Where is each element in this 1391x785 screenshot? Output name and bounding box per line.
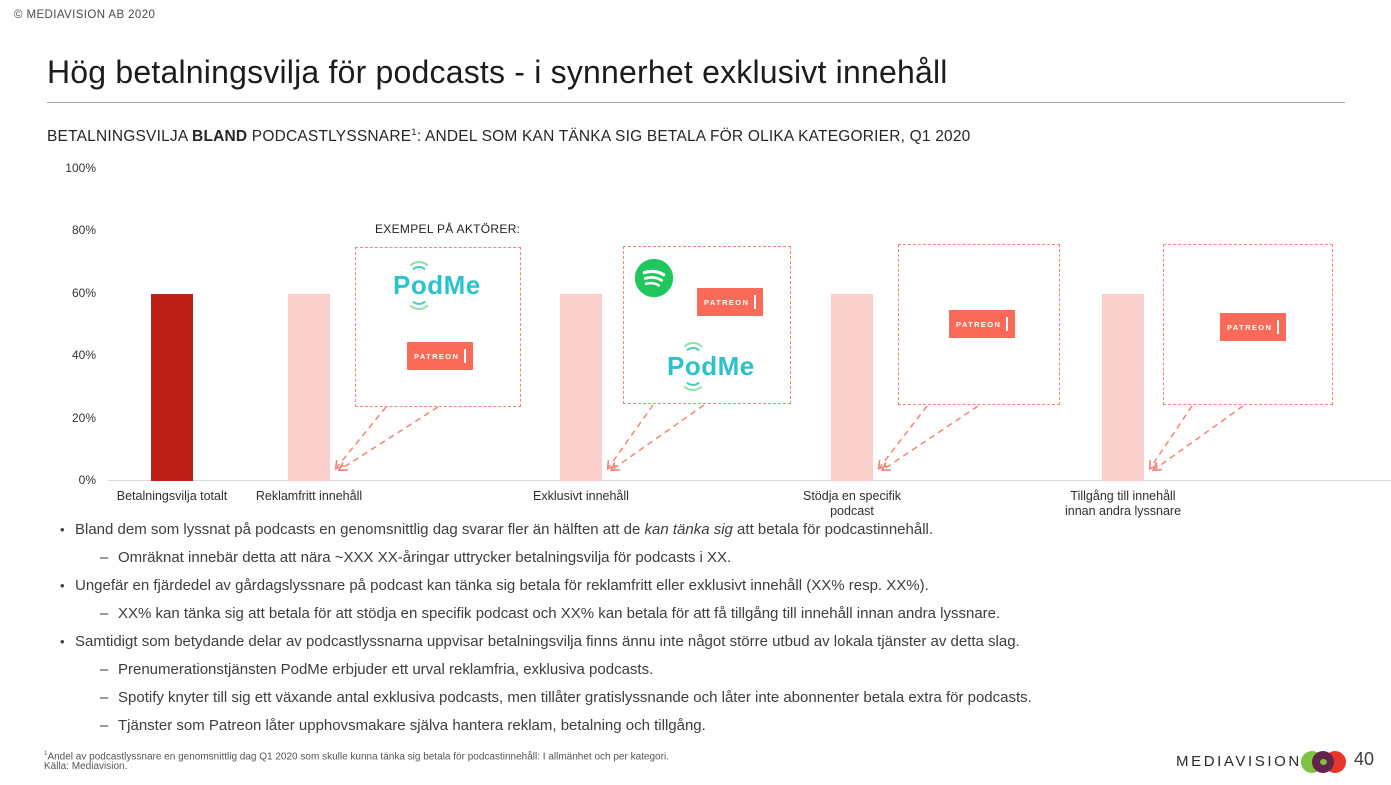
bullet-marker: – — [100, 605, 109, 622]
callout-tail-line — [880, 405, 979, 472]
callout-reklamfritt: Po dMe PATREON — [355, 247, 521, 407]
sub-bullet-item: – Spotify knyter till sig ett växande ant… — [47, 687, 1382, 708]
bullet-text: XX% kan tänka sig att betala för att stö… — [118, 605, 1001, 622]
callout-tail-line — [1151, 405, 1244, 472]
patreon-bar-icon — [464, 349, 467, 363]
podme-arc-icon — [405, 261, 433, 288]
chart-bar — [560, 293, 602, 481]
podme-arc-icon — [679, 364, 707, 391]
y-axis-tick: 20% — [71, 410, 96, 425]
chart-bar — [151, 293, 193, 481]
footnote: 1Andel av podcastlyssnare en genomsnittl… — [44, 750, 669, 763]
x-axis-category-label: Betalningsvilja totalt — [116, 489, 228, 503]
y-axis-tick: 100% — [65, 161, 96, 175]
patreon-bar-icon — [1277, 320, 1280, 334]
copyright-text: © MEDIAVISION AB 2020 — [14, 9, 156, 21]
bullet-item: • Ungefär en fjärdedel av gårdagslyssnare… — [47, 575, 1382, 596]
callout-stodja: PATREON — [898, 244, 1060, 405]
callout-tillgang: PATREON — [1163, 244, 1333, 405]
chart-bar — [1102, 293, 1144, 481]
callout-tail-line — [334, 406, 387, 470]
bullet-marker: • — [60, 522, 65, 537]
x-axis-category-label: Tillgång till innehåll innan andra lyssn… — [1064, 489, 1182, 518]
page-title: Hög betalningsvilja för podcasts - i syn… — [47, 54, 948, 90]
podme-logo: Po dMe — [393, 261, 481, 310]
bullet-text: Samtidigt som betydande delar av podcast… — [75, 633, 1020, 650]
sub-bullet-item: – Omräknat innebär detta att nära ~XXX XX… — [47, 547, 1382, 568]
y-axis-tick: 0% — [78, 473, 96, 487]
chart-bar — [288, 293, 330, 481]
bullet-text: Tjänster som Patreon låter upphovsmakare… — [118, 717, 706, 734]
x-axis-line — [108, 480, 1391, 481]
page-number: 40 — [1354, 749, 1375, 769]
bullet-text: Bland dem som lyssnat på podcasts en gen… — [75, 521, 934, 538]
bullet-marker: • — [60, 634, 65, 649]
subtitle-bold: BLAND — [192, 128, 248, 146]
patreon-bar-icon — [754, 295, 757, 309]
callout-tail-line — [1148, 405, 1193, 471]
title-divider — [47, 102, 1345, 103]
sub-bullet-item: – XX% kan tänka sig att betala för att st… — [47, 603, 1382, 624]
logo-dot-green — [1320, 759, 1327, 765]
spotify-icon — [634, 258, 674, 298]
x-axis-category-label: Exklusivt innehåll — [533, 489, 629, 503]
sub-bullet-item: – Tjänster som Patreon låter upphovsmakar… — [47, 715, 1382, 736]
x-axis-category-label: Stödja en specifik podcast — [803, 489, 901, 518]
bullet-marker: – — [100, 661, 109, 678]
bullet-marker: • — [60, 578, 65, 593]
patreon-logo: PATREON — [1220, 313, 1287, 341]
subtitle-part: BETALNINGSVILJA — [47, 128, 193, 146]
mediavision-wordmark: MEDIAVISION — [1176, 753, 1302, 770]
bullet-list: • Bland dem som lyssnat på podcasts en ge… — [47, 519, 1382, 743]
sub-bullet-item: – Prenumerationstjänsten PodMe erbjuder e… — [47, 659, 1382, 680]
podme-arc-icon — [679, 342, 707, 369]
bullet-text: Prenumerationstjänsten PodMe erbjuder et… — [118, 661, 654, 678]
patreon-bar-icon — [1006, 317, 1009, 331]
callout-exklusivt: PATREON Po dMe — [623, 246, 791, 404]
bullet-text: Omräknat innebär detta att nära ~XXX XX-… — [118, 549, 732, 566]
y-axis-tick: 80% — [71, 223, 96, 238]
patreon-logo: PATREON — [407, 342, 474, 370]
y-axis-tick: 60% — [71, 285, 96, 300]
bullet-item: • Samtidigt som betydande delar av podcas… — [47, 631, 1382, 652]
patreon-logo: PATREON — [697, 288, 764, 316]
footnote-marker: 1 — [411, 127, 417, 138]
bullet-text: Ungefär en fjärdedel av gårdagslyssnare … — [75, 577, 929, 594]
subtitle-part: : ANDEL SOM KAN TÄNKA SIG BETALA FÖR OLI… — [416, 128, 971, 146]
patreon-logo: PATREON — [949, 310, 1016, 338]
podme-arc-icon — [405, 283, 433, 310]
callout-tail-line — [337, 406, 439, 472]
y-axis-tick: 40% — [71, 348, 96, 363]
chart-bar — [831, 293, 873, 481]
x-axis-category-label: Reklamfritt innehåll — [255, 489, 363, 503]
bullet-item: • Bland dem som lyssnat på podcasts en ge… — [47, 519, 1382, 540]
subtitle-part: PODCASTLYSSNARE — [247, 128, 412, 146]
podme-logo: Po dMe — [667, 342, 755, 391]
callout-heading: EXEMPEL PÅ AKTÖRER: — [375, 222, 521, 236]
callout-tail-line — [609, 404, 705, 472]
mediavision-logo-icon — [1301, 751, 1349, 774]
callout-tail-line — [877, 405, 928, 471]
bullet-marker: – — [100, 717, 109, 734]
bullet-text: Spotify knyter till sig ett växande anta… — [118, 689, 1032, 706]
bullet-marker: – — [100, 549, 109, 566]
callout-tail-line — [606, 404, 654, 471]
source-text: Källa: Mediavision. — [44, 761, 128, 772]
chart-subtitle: BETALNINGSVILJA BLAND PODCASTLYSSNARE1: … — [47, 127, 970, 146]
bullet-marker: – — [100, 689, 109, 706]
